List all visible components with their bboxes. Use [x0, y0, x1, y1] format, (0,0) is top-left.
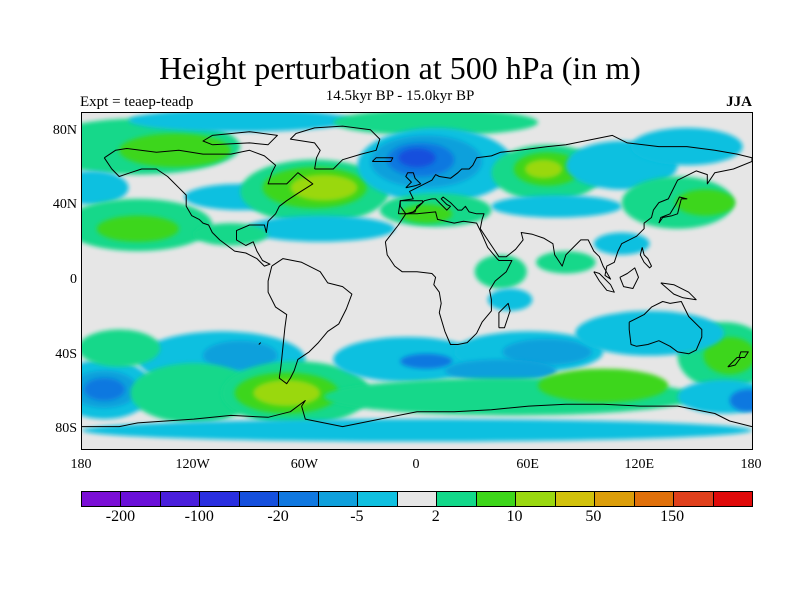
contour-region-41	[400, 204, 453, 224]
lon-tick-label-1: 120W	[175, 457, 210, 472]
colorbar-box-9	[437, 492, 477, 506]
contour-region-16	[537, 368, 669, 403]
contour-region-28	[96, 215, 179, 242]
contour-region-46	[491, 195, 622, 218]
lat-tick-label-4: 80S	[55, 421, 77, 437]
colorbar-label-1: -100	[184, 508, 214, 525]
contour-region-8	[253, 379, 321, 407]
coastline-13	[619, 267, 639, 289]
contour-region-14	[444, 359, 557, 382]
coastline-18	[202, 131, 278, 146]
coastline-11	[658, 196, 688, 224]
coastline-2	[384, 211, 513, 345]
coastline-layer	[82, 125, 752, 428]
contour-fill-layer	[82, 113, 752, 442]
chart-subtitle: 14.5kyr BP - 15.0kyr BP	[325, 88, 475, 104]
contour-region-44	[524, 159, 563, 179]
colorbar-box-13	[595, 492, 635, 506]
contour-region-4	[202, 340, 278, 371]
world-map	[82, 113, 752, 442]
coastline-14	[660, 282, 697, 301]
colorbar-box-12	[555, 492, 596, 506]
coastline-5	[628, 301, 703, 355]
colorbar-box-6	[318, 492, 359, 506]
map-panel	[81, 112, 753, 450]
contour-region-18	[703, 337, 752, 375]
colorbar-label-4: 2	[431, 508, 440, 525]
coastline-15	[639, 247, 652, 269]
lat-tick-label-3: 40S	[55, 346, 77, 362]
lon-tick-label-6: 180	[740, 457, 762, 472]
coastline-19	[258, 342, 262, 345]
colorbar-box-3	[200, 492, 240, 506]
experiment-label: Expt = teaep-teadp	[80, 94, 194, 110]
contour-region-39	[398, 148, 436, 168]
contour-region-48	[675, 189, 736, 216]
colorbar-box-0	[82, 492, 122, 506]
lon-tick-label-5: 120E	[624, 457, 655, 472]
coastline-3	[397, 134, 752, 280]
contour-region-13	[502, 338, 592, 365]
contour-region-5	[130, 363, 257, 423]
coastline-6	[289, 125, 381, 170]
colorbar-box-4	[239, 492, 280, 506]
colorbar-label-5: 10	[506, 508, 523, 525]
contour-region-22	[82, 419, 752, 442]
contour-region-11	[400, 353, 453, 369]
contour-region-34	[193, 223, 269, 246]
contour-region-2	[83, 378, 125, 401]
lon-tick-label-4: 60E	[516, 457, 539, 472]
colorbar-box-11	[516, 492, 556, 506]
contour-region-9	[82, 329, 161, 367]
lon-tick-label-2: 60W	[290, 457, 318, 472]
colorbar-label-6: 50	[585, 508, 602, 525]
coastline-1	[267, 258, 353, 385]
colorbar-box-5	[279, 492, 319, 506]
colorbar-label-7: 150	[660, 508, 685, 525]
contour-region-32	[290, 174, 358, 201]
contour-region-26	[82, 170, 129, 205]
coastline-9	[405, 172, 422, 189]
season-label: JJA	[726, 94, 752, 110]
colorbar-box-10	[476, 492, 517, 506]
colorbar-label-0: -200	[105, 508, 136, 525]
coastline-7	[82, 400, 752, 428]
chart-title: Height perturbation at 500 hPa (in m)	[159, 50, 641, 86]
lat-tick-label-0: 80N	[52, 122, 77, 138]
colorbar-box-2	[160, 492, 201, 506]
lat-tick-label-1: 40N	[52, 197, 77, 213]
contour-region-21	[729, 389, 752, 412]
colorbar-box-1	[121, 492, 161, 506]
coastline-17	[727, 357, 742, 368]
contour-region-50	[474, 254, 527, 289]
coastline-16	[738, 351, 749, 358]
colorbar-box-7	[358, 492, 398, 506]
colorbar	[81, 491, 753, 507]
contour-region-19	[575, 310, 725, 356]
lon-tick-label-0: 180	[70, 457, 92, 472]
contour-region-52	[536, 251, 596, 274]
colorbar-box-15	[674, 492, 714, 506]
coastline-8	[498, 302, 511, 329]
lat-tick-label-2: 0	[70, 272, 77, 287]
colorbar-box-16	[713, 492, 752, 506]
contour-region-33	[245, 215, 395, 242]
colorbar-box-14	[634, 492, 675, 506]
coastline-4	[399, 200, 424, 215]
coastline-10	[371, 157, 394, 162]
coastline-0	[103, 148, 314, 267]
colorbar-box-8	[397, 492, 438, 506]
colorbar-label-2: -20	[267, 508, 289, 525]
contour-region-35	[333, 113, 538, 136]
coastline-12	[593, 271, 615, 293]
contour-region-25	[128, 113, 352, 132]
contour-region-51	[487, 288, 533, 311]
colorbar-label-3: -5	[350, 508, 364, 525]
lon-tick-label-3: 0	[412, 457, 420, 472]
